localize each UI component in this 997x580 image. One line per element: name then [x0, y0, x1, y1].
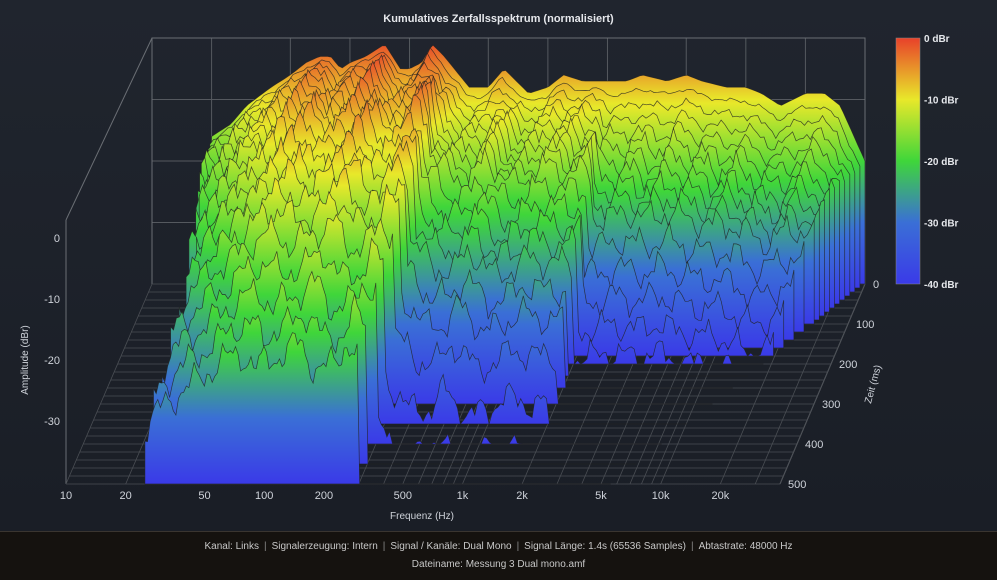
y-tick-label: -20: [44, 355, 60, 367]
y-tick-label: 0: [54, 233, 60, 245]
x-tick-label: 2k: [516, 490, 528, 502]
x-axis-label: Frequenz (Hz): [390, 511, 454, 522]
x-tick-label: 20k: [711, 490, 729, 502]
floor-gridline: [779, 283, 866, 485]
colorbar-label: -20 dBr: [924, 157, 959, 168]
footer-abtastrate: Abtastrate: 48000 Hz: [698, 541, 793, 552]
footer-signalerzeugung: Signalerzeugung: Intern: [271, 541, 378, 552]
colorbar-label: 0 dBr: [924, 34, 950, 45]
waterfall-chart: 10 20 50 100 200 500 1k 2k 5k 10k 20k 0 -10 -20 -30 0 10…: [20, 34, 959, 522]
y-tick-label: -30: [44, 416, 60, 428]
z-tick-label: 500: [788, 479, 806, 491]
x-tick-label: 100: [255, 490, 273, 502]
x-tick-label: 500: [394, 490, 412, 502]
floor-gridline: [754, 283, 841, 485]
chart-title: Kumulatives Zerfallsspektrum (normalisie…: [383, 13, 614, 25]
colorbar-label: -10 dBr: [924, 96, 959, 107]
x-tick-label: 5k: [595, 490, 607, 502]
footer-line-signal: Kanal: Links | Signalerzeugung: Intern | Sig…: [0, 541, 997, 552]
footer-info-bar: Kanal: Links | Signalerzeugung: Intern | Sig…: [0, 531, 997, 580]
colorbar: [895, 37, 921, 285]
footer-signal-kanaele: Signal / Kanäle: Dual Mono: [390, 541, 512, 552]
x-tick-label: 10k: [652, 490, 670, 502]
decay-slice: [144, 332, 611, 485]
footer-separator: |: [516, 541, 520, 552]
footer-signal-laenge: Signal Länge: 1.4s (65536 Samples): [524, 541, 686, 552]
y-tick-label: -10: [44, 294, 60, 306]
left-wall-edge: [65, 37, 153, 221]
z-tick-label: 400: [805, 439, 823, 451]
footer-separator: |: [690, 541, 694, 552]
z-axis-label: Zeit (ms): [863, 364, 884, 405]
footer-kanal: Kanal: Links: [204, 541, 259, 552]
footer-separator: |: [263, 541, 267, 552]
y-axis-label: Amplitude (dBr): [20, 325, 31, 394]
x-tick-label: 200: [315, 490, 333, 502]
x-tick-label: 10: [60, 490, 72, 502]
z-tick-label: 200: [839, 359, 857, 371]
z-tick-label: 100: [856, 319, 874, 331]
x-tick-label: 20: [120, 490, 132, 502]
z-tick-label: 300: [822, 399, 840, 411]
colorbar-label: -40 dBr: [924, 280, 959, 291]
footer-dateiname: Dateiname: Messung 3 Dual mono.amf: [411, 559, 586, 570]
floor-gridline: [65, 283, 153, 485]
x-tick-label: 1k: [457, 490, 469, 502]
chart-area: 10 20 50 100 200 500 1k 2k 5k 10k 20k 0 -10 -20 -30 0 10…: [0, 0, 997, 531]
z-tick-label: 0: [873, 279, 879, 291]
footer-separator: |: [382, 541, 386, 552]
x-tick-label: 50: [198, 490, 210, 502]
colorbar-label: -30 dBr: [924, 219, 959, 230]
